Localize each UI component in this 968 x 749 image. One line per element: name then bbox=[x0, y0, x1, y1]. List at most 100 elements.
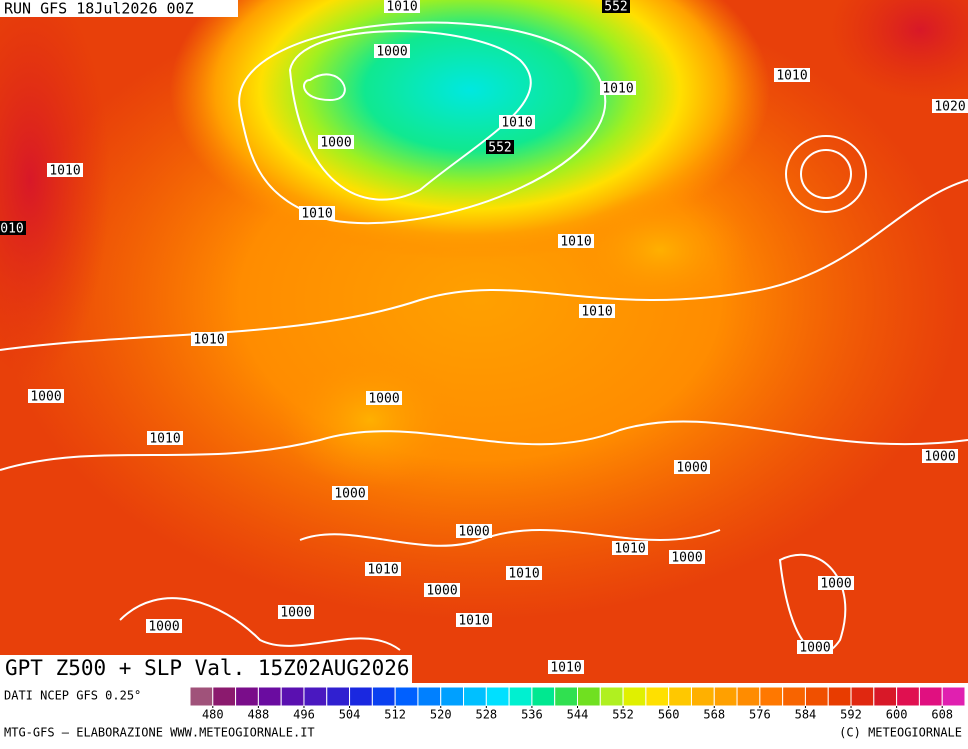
colorbar-swatch bbox=[257, 686, 282, 707]
colorbar-swatch bbox=[668, 686, 692, 707]
contour-label: 1010 bbox=[508, 567, 539, 582]
contour-label-box bbox=[797, 640, 833, 654]
colorbar-swatch bbox=[212, 686, 237, 707]
shade bbox=[170, 0, 770, 260]
colorbar-swatch bbox=[736, 686, 761, 707]
contour-label: 1020 bbox=[934, 100, 965, 115]
contour-label-box bbox=[456, 613, 492, 627]
map-title: GPT Z500 + SLP Val. 15Z02AUG2026 bbox=[5, 656, 410, 680]
contour-label: 1000 bbox=[334, 487, 365, 502]
credit-right: (C) METEOGIORNALE bbox=[839, 726, 962, 740]
colorbar-tick-label: 536 bbox=[521, 708, 543, 722]
colorbar-swatch bbox=[622, 686, 647, 707]
contour-label: 552 bbox=[604, 0, 627, 15]
contour-label: 1010 bbox=[49, 164, 80, 179]
colorbar-swatch bbox=[827, 686, 852, 707]
contour-label: 1000 bbox=[426, 584, 457, 599]
colorbar-swatch bbox=[850, 686, 875, 707]
contour-label: 1010 bbox=[776, 69, 807, 84]
contour-label: 1010 bbox=[149, 432, 180, 447]
map bbox=[0, 0, 968, 683]
contour-label: 1000 bbox=[820, 577, 851, 592]
contour-label: 1000 bbox=[280, 606, 311, 621]
colorbar-tick-label: 512 bbox=[384, 708, 406, 722]
colorbar-tick-label: 528 bbox=[475, 708, 497, 722]
shade bbox=[570, 190, 750, 310]
colorbar-swatch bbox=[349, 686, 373, 707]
contour-label: 1010 bbox=[386, 0, 417, 15]
contour-label-box bbox=[28, 389, 64, 403]
contour-label: 1000 bbox=[30, 390, 61, 405]
contour-label-box bbox=[818, 576, 854, 590]
colorbar-swatch bbox=[690, 686, 715, 707]
colorbar-swatch bbox=[394, 686, 419, 707]
colorbar-tick-label: 560 bbox=[658, 708, 680, 722]
contour-label: 010 bbox=[0, 222, 23, 237]
colorbar-tick-label: 592 bbox=[840, 708, 862, 722]
contour-label-box bbox=[669, 550, 705, 564]
contour-label-box bbox=[146, 619, 182, 633]
colorbar-swatch bbox=[508, 686, 533, 707]
colorbar-swatch bbox=[599, 686, 624, 707]
contour-label: 1010 bbox=[458, 614, 489, 629]
contour-label-box bbox=[278, 605, 314, 619]
contour-label: 1010 bbox=[614, 542, 645, 557]
contour-label-box bbox=[499, 115, 535, 129]
contour-label: 1010 bbox=[301, 207, 332, 222]
colorbar-tick-label: 552 bbox=[612, 708, 634, 722]
contour-label-box bbox=[299, 206, 335, 220]
colorbar-tick-label: 576 bbox=[749, 708, 771, 722]
contour-label-box bbox=[318, 135, 354, 149]
contour-label-box bbox=[384, 0, 420, 13]
contour-label-box bbox=[932, 99, 968, 113]
shade bbox=[830, 0, 968, 100]
shade bbox=[280, 350, 460, 490]
colorbar-swatch bbox=[326, 686, 351, 707]
contour-label: 1000 bbox=[671, 551, 702, 566]
colorbar-tick-label: 496 bbox=[293, 708, 315, 722]
colorbar-tick-label: 544 bbox=[567, 708, 589, 722]
contour-label: 1000 bbox=[799, 641, 830, 656]
contour-label-box bbox=[506, 566, 542, 580]
contour-label: 1010 bbox=[501, 116, 532, 131]
colorbar-swatch bbox=[804, 686, 829, 707]
colorbar-swatch bbox=[485, 686, 510, 707]
credit-left: MTG-GFS — ELABORAZIONE WWW.METEOGIORNALE… bbox=[4, 726, 315, 740]
contour-label-box bbox=[366, 391, 402, 405]
colorbar-swatch bbox=[189, 686, 214, 707]
contour-label-box bbox=[579, 304, 615, 318]
contour-label-box bbox=[47, 163, 83, 177]
contour-label-box bbox=[365, 562, 401, 576]
header-box bbox=[0, 0, 238, 17]
contour-label-box bbox=[374, 44, 410, 58]
contour-label: 1010 bbox=[560, 235, 591, 250]
colorbar-swatch bbox=[371, 686, 396, 707]
contour-label: 1010 bbox=[602, 82, 633, 97]
run-label: RUN GFS 18Jul2026 00Z bbox=[4, 0, 194, 18]
colorbar-swatch bbox=[280, 686, 305, 707]
contour-label: 1000 bbox=[458, 525, 489, 540]
contour-label: 1010 bbox=[550, 661, 581, 676]
contour-label-box bbox=[674, 460, 710, 474]
colorbar-swatch bbox=[235, 686, 259, 707]
title-box bbox=[0, 655, 412, 683]
colorbar-tick-label: 600 bbox=[886, 708, 908, 722]
colorbar-tick-label: 608 bbox=[931, 708, 953, 722]
contour-label: 1000 bbox=[368, 392, 399, 407]
colorbar-tick-label: 504 bbox=[339, 708, 361, 722]
colorbar-swatch bbox=[645, 686, 670, 707]
contour-label: 1000 bbox=[320, 136, 351, 151]
contour-label-box bbox=[332, 486, 368, 500]
colorbar-swatch bbox=[440, 686, 465, 707]
contour-label: 1000 bbox=[924, 450, 955, 465]
contour-label-box bbox=[548, 660, 584, 674]
colorbar-swatch bbox=[896, 686, 920, 707]
contour-label-box bbox=[922, 449, 958, 463]
colorbar-swatch bbox=[873, 686, 898, 707]
colorbar-tick-label: 584 bbox=[795, 708, 817, 722]
colorbar-swatch bbox=[713, 686, 738, 707]
colorbar-swatch bbox=[417, 686, 442, 707]
colorbar-swatch bbox=[941, 686, 966, 707]
colorbar-swatch bbox=[782, 686, 806, 707]
